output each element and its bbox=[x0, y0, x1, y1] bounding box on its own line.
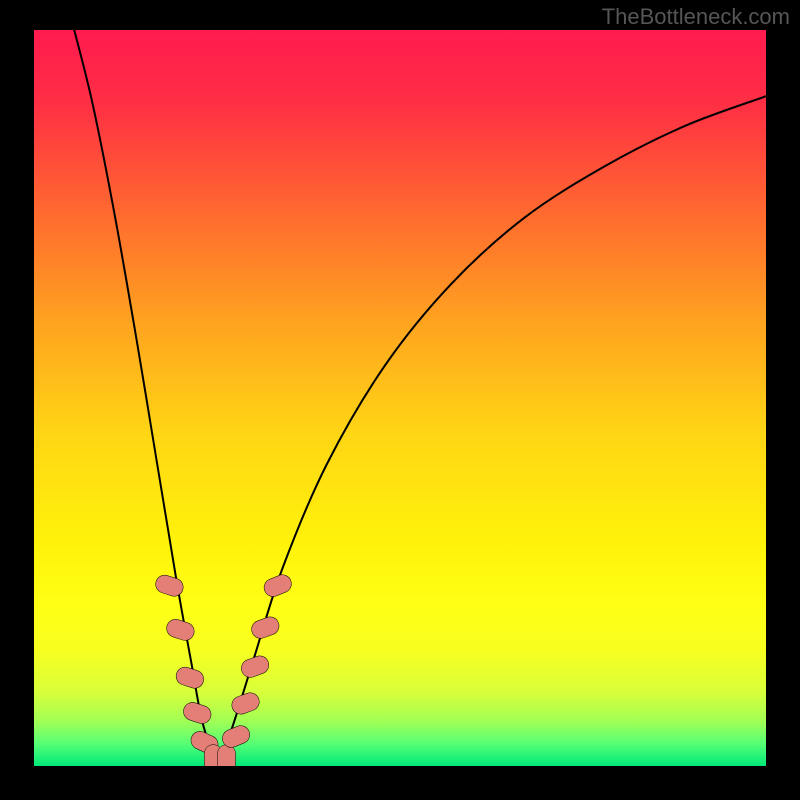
curve-marker bbox=[174, 665, 206, 691]
curve-marker bbox=[239, 653, 271, 679]
chart-frame: TheBottleneck.com bbox=[0, 0, 800, 800]
curve-marker bbox=[218, 745, 236, 766]
curve-marker bbox=[249, 614, 281, 640]
curve-marker bbox=[229, 690, 261, 716]
curve-marker bbox=[181, 700, 213, 726]
plot-area bbox=[34, 30, 766, 766]
curve-marker bbox=[261, 572, 294, 599]
curve-layer bbox=[34, 30, 766, 766]
curve-markers bbox=[153, 572, 294, 766]
curve-marker bbox=[153, 573, 185, 599]
curve-marker bbox=[164, 617, 196, 643]
bottleneck-curve bbox=[74, 30, 766, 766]
watermark-text: TheBottleneck.com bbox=[602, 4, 790, 30]
